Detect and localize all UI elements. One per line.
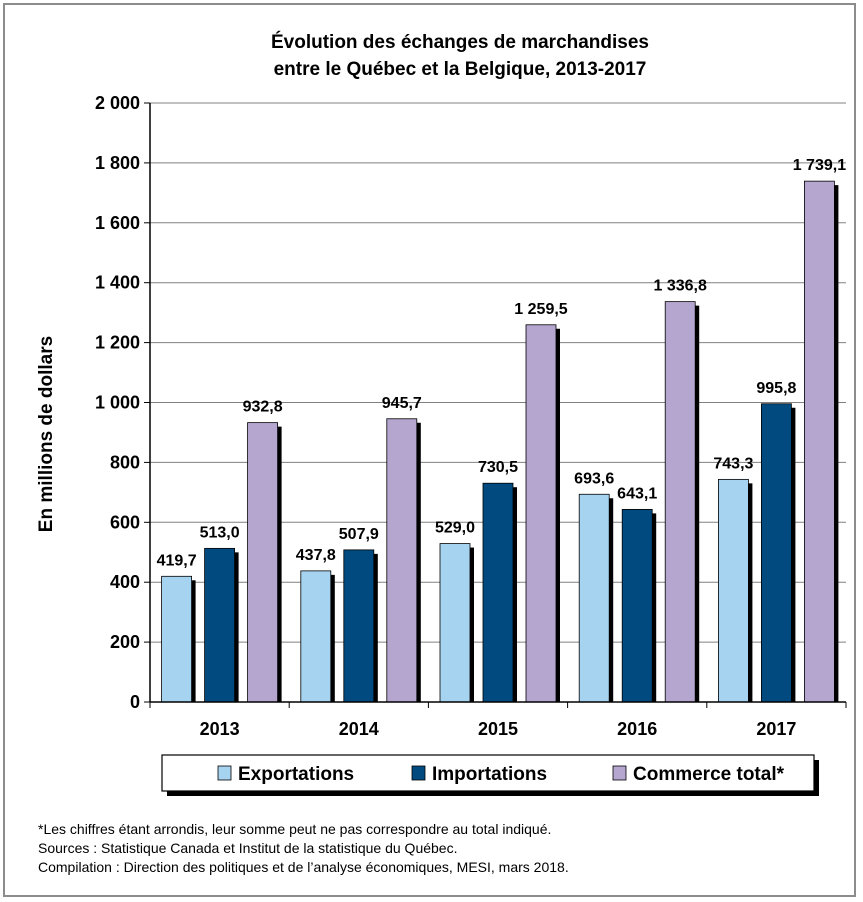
data-label: 507,9 (339, 526, 379, 543)
y-tick-label: 1 800 (95, 153, 140, 173)
y-tick-label: 200 (110, 632, 140, 652)
legend-label: Commerce total* (633, 764, 785, 785)
y-axis-ticks: 0 200 400 600 800 1 000 1 200 1 400 1 600 1 800 2 … (95, 93, 140, 712)
footnotes: *Les chiffres étant arrondis, leur somme… (38, 820, 569, 877)
chart-title-line-1: Évolution des échanges de marchandises (271, 31, 649, 53)
bar (247, 422, 279, 703)
y-tick-label: 2 000 (95, 93, 140, 113)
data-label: 529,0 (435, 520, 475, 537)
data-label: 932,8 (243, 399, 283, 416)
bar (761, 403, 792, 703)
data-label: 513,0 (200, 524, 240, 541)
x-category-label: 2013 (200, 719, 240, 739)
footnote-compilation: Compilation : Direction des politiques e… (38, 859, 569, 875)
x-category-label: 2015 (478, 719, 518, 739)
legend-label: Exportations (238, 764, 354, 785)
y-tick-label: 400 (110, 572, 140, 592)
bar (718, 478, 749, 703)
data-label: 1 336,8 (654, 278, 707, 295)
data-label: 743,3 (713, 455, 753, 472)
chart-title-line-2: entre le Québec et la Belgique, 2013-201… (274, 59, 647, 80)
y-tick-label: 1 000 (95, 393, 140, 413)
legend-box (161, 754, 815, 792)
legend-swatch (411, 765, 426, 781)
bar (439, 543, 471, 703)
x-category-label: 2017 (756, 719, 796, 739)
bar (525, 324, 557, 703)
y-tick-label: 1 400 (95, 273, 140, 293)
bar (664, 301, 696, 703)
y-tick-label: 1 200 (95, 333, 140, 353)
bar (621, 508, 653, 703)
data-label: 945,7 (382, 395, 422, 412)
y-tick-label: 0 (130, 692, 140, 712)
x-axis-categories: 2013 2014 2015 2016 2017 (200, 719, 797, 739)
x-category-label: 2016 (617, 719, 657, 739)
y-tick-label: 600 (110, 512, 140, 532)
data-label: 693,6 (574, 470, 614, 487)
legend-swatch (217, 765, 232, 781)
data-label: 1 259,5 (514, 301, 567, 318)
data-label: 643,1 (617, 485, 657, 502)
data-label: 437,8 (296, 547, 336, 564)
bar-chart: Évolution des échanges de marchandises e… (36, 31, 847, 796)
data-label: 730,5 (478, 459, 518, 476)
bar (161, 575, 193, 703)
bar (482, 482, 514, 703)
legend-label: Importations (432, 764, 547, 785)
footnote-sources: Sources : Statistique Canada et Institut… (38, 840, 458, 856)
x-category-label: 2014 (339, 719, 379, 739)
y-axis-label: En millions de dollars (36, 336, 57, 532)
figure-frame (3, 3, 856, 897)
bar (343, 549, 375, 703)
bar (804, 180, 835, 703)
legend: Exportations Importations Commerce total* (161, 754, 819, 796)
axes (144, 102, 847, 708)
data-label: 419,7 (157, 552, 197, 569)
y-tick-label: 1 600 (95, 213, 140, 233)
bar (386, 418, 418, 703)
bar (300, 570, 332, 703)
data-label: 995,8 (756, 380, 796, 397)
footnote-rounding: *Les chiffres étant arrondis, leur somme… (38, 821, 552, 837)
y-tick-label: 800 (110, 452, 140, 472)
bar (204, 547, 236, 703)
data-label: 1 739,1 (793, 157, 846, 174)
bars (161, 180, 839, 703)
bar (578, 493, 610, 703)
legend-swatch (612, 765, 627, 781)
